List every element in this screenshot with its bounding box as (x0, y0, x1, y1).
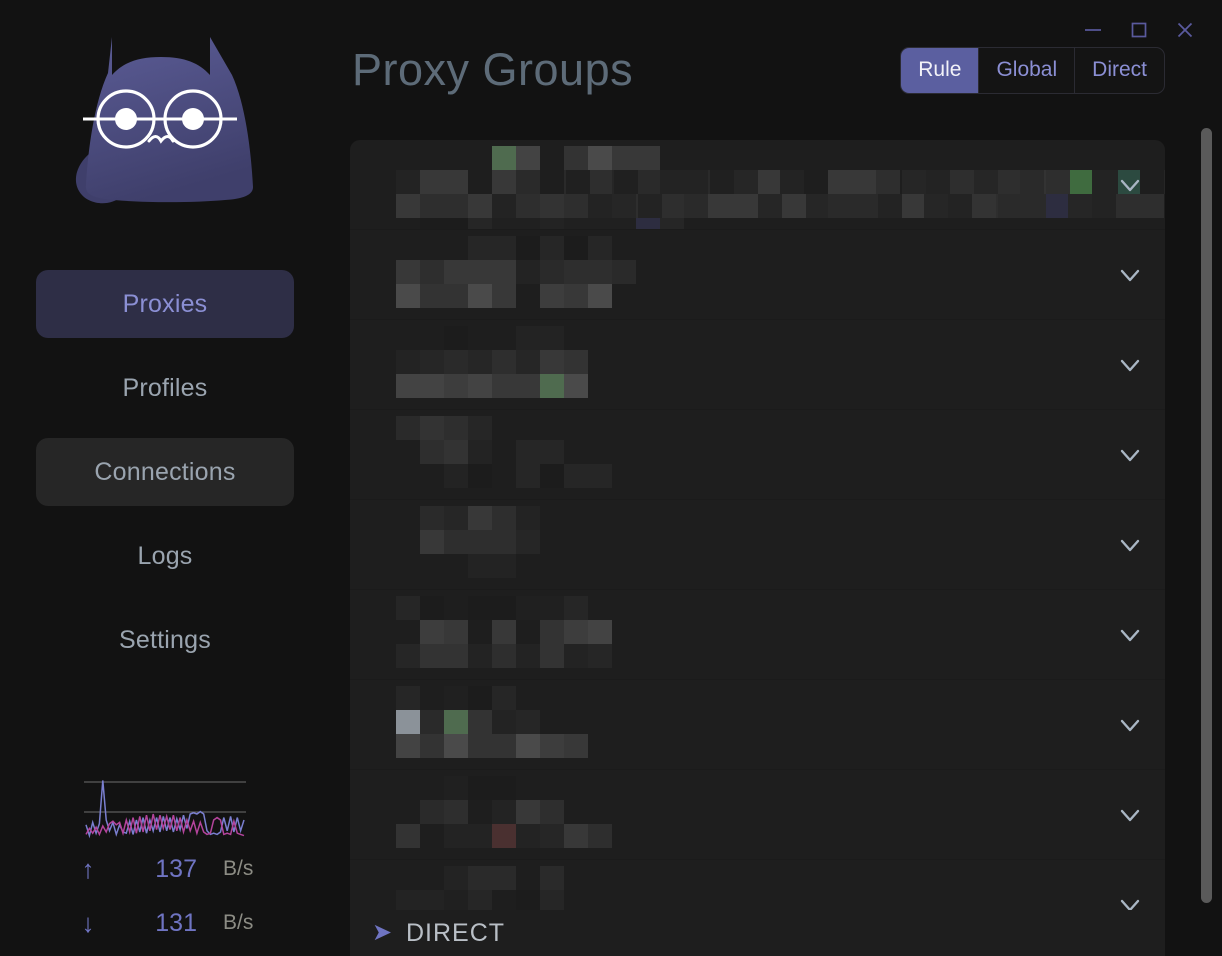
traffic-widget: ↑ 137 B/s ↓ 131 B/s (0, 764, 330, 950)
sidebar-item-label: Settings (119, 625, 211, 654)
send-arrow-icon: ➤ (372, 919, 393, 946)
sidebar-item-label: Proxies (122, 289, 208, 318)
chevron-down-icon[interactable] (1117, 352, 1143, 378)
proxy-group-row[interactable] (350, 770, 1165, 860)
down-arrow-icon: ↓ (81, 908, 95, 938)
download-speed-unit: B/s (223, 911, 254, 934)
page-header: Proxy Groups Rule Global Direct (350, 0, 1165, 140)
main-content: Proxy Groups Rule Global Direct ➤ DIRECT (330, 0, 1222, 956)
chevron-down-icon[interactable] (1117, 622, 1143, 648)
tab-label: Global (996, 58, 1058, 81)
proxy-group-row[interactable] (350, 140, 1165, 230)
sidebar-item-label: Profiles (122, 373, 208, 402)
proxy-group-row[interactable] (350, 230, 1165, 320)
proxy-group-row[interactable] (350, 680, 1165, 770)
sidebar-nav: Proxies Profiles Connections Logs Settin… (0, 270, 330, 690)
maximize-button[interactable] (1116, 10, 1162, 50)
minimize-icon (1082, 19, 1104, 41)
vertical-scrollbar[interactable] (1201, 128, 1212, 903)
close-icon (1174, 19, 1196, 41)
mode-switcher: Rule Global Direct (900, 46, 1165, 94)
sidebar-item-connections[interactable]: Connections (36, 438, 294, 506)
tab-label: Direct (1092, 58, 1147, 81)
upload-speed-unit: B/s (223, 857, 254, 880)
cat-logo-icon (65, 23, 265, 228)
chevron-down-icon[interactable] (1117, 802, 1143, 828)
tab-direct[interactable]: Direct (1075, 48, 1164, 93)
chevron-down-icon[interactable] (1117, 262, 1143, 288)
close-button[interactable] (1162, 10, 1208, 50)
sidebar-item-proxies[interactable]: Proxies (36, 270, 294, 338)
traffic-sparkline-chart (82, 764, 248, 842)
up-arrow-icon: ↑ (81, 854, 95, 884)
sidebar-item-settings[interactable]: Settings (36, 606, 294, 674)
minimize-button[interactable] (1070, 10, 1116, 50)
proxy-group-row[interactable] (350, 320, 1165, 410)
sidebar-item-label: Logs (137, 541, 193, 570)
sidebar-item-logs[interactable]: Logs (36, 522, 294, 590)
chevron-down-icon[interactable] (1117, 532, 1143, 558)
upload-speed-value: 137 (155, 854, 197, 883)
app-logo (59, 20, 271, 230)
title-bar (0, 0, 1222, 60)
scrollbar-thumb[interactable] (1201, 128, 1212, 903)
chevron-down-icon[interactable] (1117, 892, 1143, 918)
sidebar-item-label: Connections (94, 457, 236, 486)
maximize-icon (1128, 19, 1150, 41)
page-title: Proxy Groups (352, 44, 634, 95)
upload-speed-stat: ↑ 137 B/s (65, 842, 265, 896)
direct-proxy-label: DIRECT (406, 918, 506, 947)
sidebar: Proxies Profiles Connections Logs Settin… (0, 0, 330, 956)
sidebar-item-profiles[interactable]: Profiles (36, 354, 294, 422)
download-speed-stat: ↓ 131 B/s (65, 896, 265, 950)
chevron-down-icon[interactable] (1117, 712, 1143, 738)
tab-label: Rule (918, 58, 962, 81)
chevron-down-icon[interactable] (1117, 172, 1143, 198)
chevron-down-icon[interactable] (1117, 442, 1143, 468)
direct-proxy-entry[interactable]: ➤ DIRECT (350, 910, 1165, 956)
proxy-group-row[interactable] (350, 590, 1165, 680)
download-speed-value: 131 (155, 908, 197, 937)
tab-global[interactable]: Global (979, 47, 1076, 93)
proxy-groups-panel[interactable]: ➤ DIRECT (350, 140, 1165, 956)
proxy-group-row[interactable] (350, 500, 1165, 590)
tab-rule[interactable]: Rule (901, 47, 980, 93)
proxy-group-row[interactable] (350, 410, 1165, 500)
